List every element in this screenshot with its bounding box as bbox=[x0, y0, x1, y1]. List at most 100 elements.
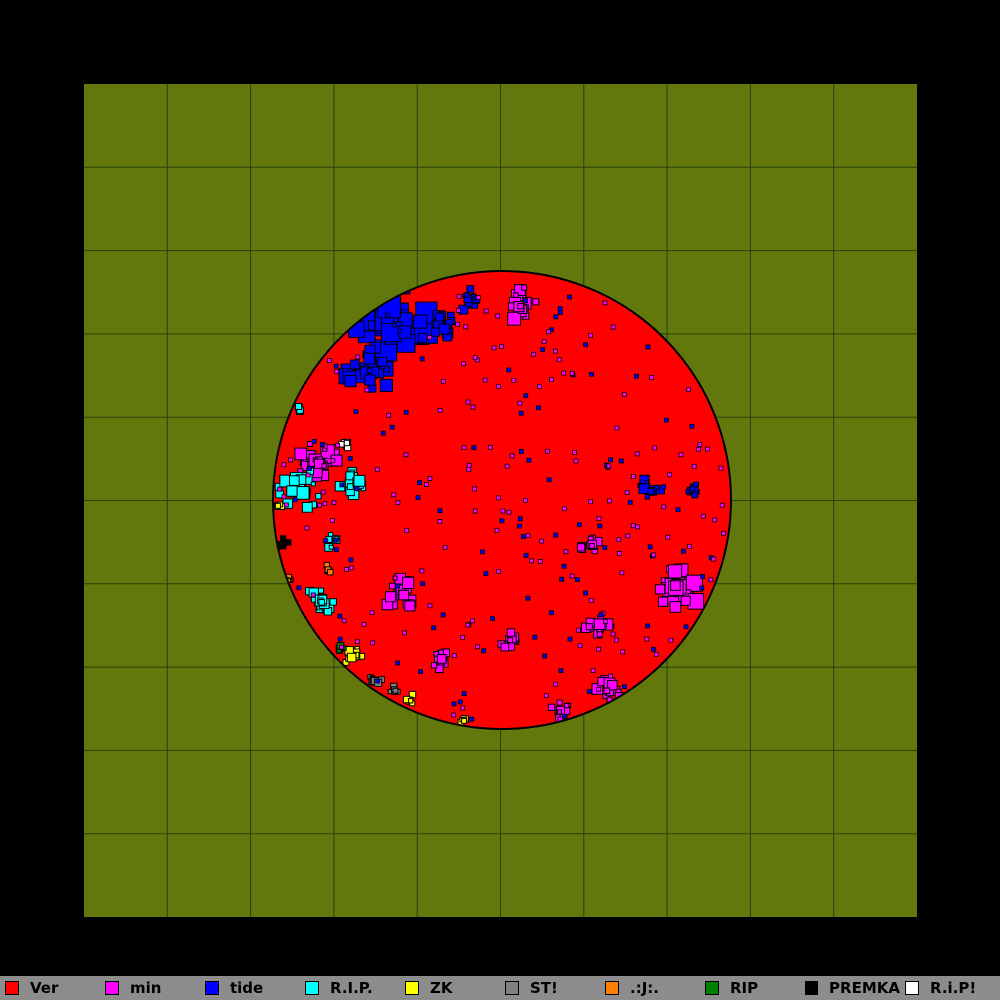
territory-cell bbox=[475, 644, 480, 650]
territory-cell bbox=[391, 492, 397, 498]
legend-label: R.i.P! bbox=[930, 979, 977, 997]
territory-cell bbox=[603, 687, 611, 695]
territory-cell bbox=[621, 392, 627, 397]
legend-label: tide bbox=[230, 979, 264, 997]
territory-cell bbox=[496, 568, 502, 574]
territory-cell bbox=[670, 580, 681, 591]
territory-cell bbox=[369, 610, 375, 616]
territory-cell bbox=[700, 573, 705, 579]
territory-cell bbox=[353, 409, 359, 414]
territory-cell bbox=[403, 452, 409, 458]
territory-cell bbox=[589, 543, 595, 549]
territory-cell bbox=[398, 589, 409, 601]
territory-cell bbox=[364, 387, 370, 393]
territory-cell bbox=[650, 646, 656, 652]
territory-cell bbox=[438, 323, 450, 335]
territory-cell bbox=[317, 502, 322, 508]
territory-cell bbox=[451, 653, 457, 658]
territory-cell bbox=[708, 577, 714, 583]
territory-cell bbox=[541, 339, 547, 344]
territory-cell bbox=[532, 634, 538, 640]
territory-cell bbox=[500, 642, 510, 652]
territory-cell bbox=[327, 568, 334, 576]
territory-cell bbox=[517, 302, 524, 310]
territory-cell bbox=[596, 631, 603, 638]
territory-cell bbox=[556, 357, 562, 363]
territory-cell bbox=[466, 285, 475, 293]
territory-cell bbox=[562, 714, 567, 719]
territory-cell bbox=[606, 463, 612, 469]
territory-cell bbox=[438, 649, 444, 656]
territory-cell bbox=[521, 284, 528, 291]
territory-cell bbox=[625, 533, 631, 539]
territory-cell bbox=[645, 344, 651, 350]
territory-cell bbox=[395, 583, 400, 589]
territory-cell bbox=[395, 660, 401, 666]
territory-cell bbox=[523, 497, 528, 503]
territory-cell bbox=[427, 603, 433, 609]
territory-cell bbox=[596, 646, 601, 652]
territory-cell bbox=[563, 702, 570, 709]
territory-cell bbox=[334, 369, 340, 375]
legend-label: PREMKA bbox=[829, 979, 900, 997]
territory-cell bbox=[607, 679, 618, 691]
territory-cell bbox=[349, 359, 360, 370]
territory-cell bbox=[654, 584, 666, 595]
territory-cell bbox=[651, 552, 656, 558]
territory-cell bbox=[535, 405, 541, 411]
territory-cell bbox=[689, 423, 695, 429]
territory-cell bbox=[712, 517, 718, 523]
territory-cell bbox=[539, 538, 544, 544]
territory-cell bbox=[354, 486, 360, 491]
territory-cell bbox=[506, 509, 512, 515]
territory-cell bbox=[589, 371, 594, 377]
legend-label: .:J:. bbox=[630, 979, 659, 997]
territory-cell bbox=[645, 623, 651, 629]
territory-cell bbox=[561, 370, 567, 376]
territory-cell bbox=[341, 618, 347, 624]
legend-swatch bbox=[805, 981, 819, 995]
territory-cell bbox=[364, 374, 376, 386]
territory-cell bbox=[608, 457, 614, 463]
territory-cell bbox=[305, 472, 311, 478]
territory-cell bbox=[476, 295, 481, 300]
territory-cell bbox=[610, 631, 616, 637]
territory-cell bbox=[653, 651, 659, 657]
territory-cell bbox=[277, 486, 283, 492]
territory-cell bbox=[668, 637, 674, 643]
territory-cell bbox=[542, 653, 548, 659]
territory-cell bbox=[569, 573, 575, 579]
territory-cell bbox=[461, 445, 467, 451]
territory-cell bbox=[386, 412, 392, 418]
territory-cell bbox=[602, 300, 608, 306]
territory-cell bbox=[333, 363, 339, 369]
legend-item: PREMKA bbox=[800, 979, 900, 997]
territory-cell bbox=[465, 399, 471, 405]
legend-swatch bbox=[705, 981, 719, 995]
territory-cell bbox=[667, 472, 672, 478]
territory-cell bbox=[687, 544, 693, 549]
territory-cell bbox=[607, 498, 612, 504]
legend-label: RIP bbox=[730, 979, 759, 997]
territory-cell bbox=[335, 442, 341, 448]
territory-cell bbox=[491, 345, 497, 351]
territory-cell bbox=[339, 482, 345, 488]
territory-cell bbox=[328, 544, 334, 550]
territory-cell bbox=[531, 351, 537, 357]
legend-swatch bbox=[205, 981, 219, 995]
territory-map[interactable] bbox=[0, 0, 1000, 976]
territory-cell bbox=[413, 314, 428, 329]
territory-cell bbox=[616, 551, 622, 556]
territory-cell bbox=[366, 367, 373, 374]
territory-cell bbox=[490, 616, 495, 621]
territory-cell bbox=[395, 500, 401, 506]
legend-swatch bbox=[605, 981, 619, 995]
territory-cell bbox=[417, 332, 428, 343]
territory-cell bbox=[455, 321, 461, 327]
territory-cell bbox=[665, 534, 671, 540]
territory-cell bbox=[614, 637, 619, 643]
legend-label: ZK bbox=[430, 979, 453, 997]
territory-cell bbox=[678, 452, 684, 458]
territory-cell bbox=[419, 356, 425, 362]
territory-cell bbox=[567, 294, 572, 300]
